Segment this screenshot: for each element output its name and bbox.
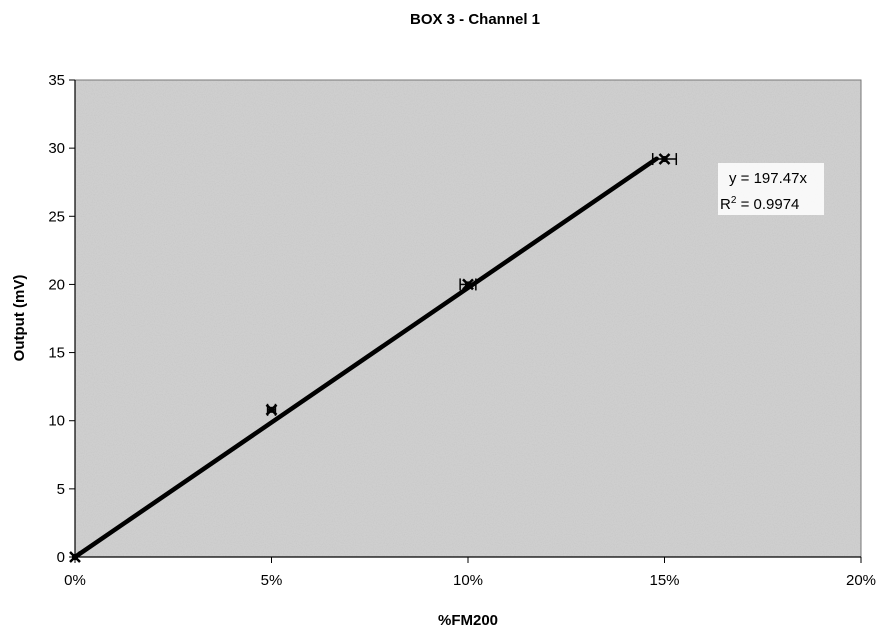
point-core: [72, 554, 78, 560]
point-core: [268, 406, 275, 413]
data-point: [265, 403, 278, 416]
y-tick-label: 30: [48, 140, 65, 157]
x-axis-label: %FM200: [438, 612, 498, 629]
r-squared-prefix: R: [720, 196, 731, 213]
data-point: [459, 278, 477, 291]
x-tick-label: 0%: [64, 572, 86, 589]
x-tick-label: 10%: [453, 572, 483, 589]
x-tick-label: 15%: [649, 572, 679, 589]
plot-texture: [75, 80, 861, 557]
y-tick-label: 0: [57, 549, 65, 566]
data-point: [69, 551, 81, 563]
y-tick-label: 20: [48, 276, 65, 293]
trendline: [72, 156, 659, 560]
x-tick-label: 20%: [846, 572, 876, 589]
y-tick-label: 25: [48, 208, 65, 225]
y-axis-label: Output (mV): [11, 275, 28, 362]
y-tick-label: 5: [57, 481, 65, 498]
chart-title: BOX 3 - Channel 1: [410, 11, 540, 28]
data-points: [69, 153, 678, 563]
trendline-line: [72, 156, 659, 560]
annotation-box: [718, 163, 824, 215]
plot-area: [74, 79, 862, 558]
y-ticks: 0 5 10 15 20 25 30 35: [48, 72, 75, 566]
trendline-annotation: y = 197.47x R2 = 0.9974: [718, 163, 824, 215]
data-point: [651, 153, 678, 166]
trendline-equation: y = 197.47x: [729, 170, 807, 187]
x-tick-label: 5%: [261, 572, 283, 589]
r-squared-superscript: 2: [731, 195, 737, 206]
y-tick-label: 15: [48, 345, 65, 362]
y-tick-label: 35: [48, 72, 65, 89]
x-ticks: 0% 5% 10% 15% 20%: [64, 557, 876, 589]
y-tick-label: 10: [48, 413, 65, 430]
point-core: [465, 281, 471, 288]
r-squared-value: = 0.9974: [736, 196, 799, 213]
r-squared: R2 = 0.9974: [720, 195, 799, 213]
point-core: [661, 156, 668, 163]
